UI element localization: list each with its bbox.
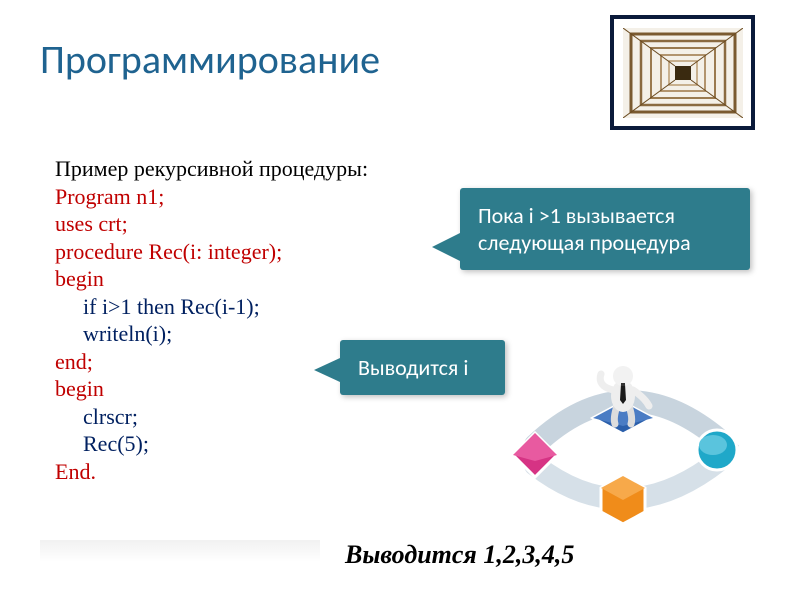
result-text: Выводится 1,2,3,4,5 (345, 540, 574, 570)
code-line: Rec(5); (55, 430, 368, 458)
code-line: procedure Rec(i: integer); (55, 238, 368, 266)
code-line: End. (55, 458, 368, 486)
code-line: begin (55, 265, 368, 293)
callout-output: Выводится i (340, 340, 505, 395)
code-line: writeln(i); (55, 320, 368, 348)
code-example: Пример рекурсивной процедуры: Program n1… (55, 155, 368, 485)
code-line: Program n1; (55, 183, 368, 211)
callout-condition: Пока i >1 вызывается следующая процедура (460, 188, 750, 270)
flowchart-figure (505, 350, 745, 540)
code-line: uses crt; (55, 210, 368, 238)
code-line: if i>1 then Rec(i-1); (55, 293, 368, 321)
slide-title: Программирование (40, 35, 380, 84)
decorative-underline (40, 540, 320, 562)
recursive-corridor-image (610, 15, 755, 130)
code-line: Пример рекурсивной процедуры: (55, 155, 368, 183)
code-line: clrscr; (55, 403, 368, 431)
